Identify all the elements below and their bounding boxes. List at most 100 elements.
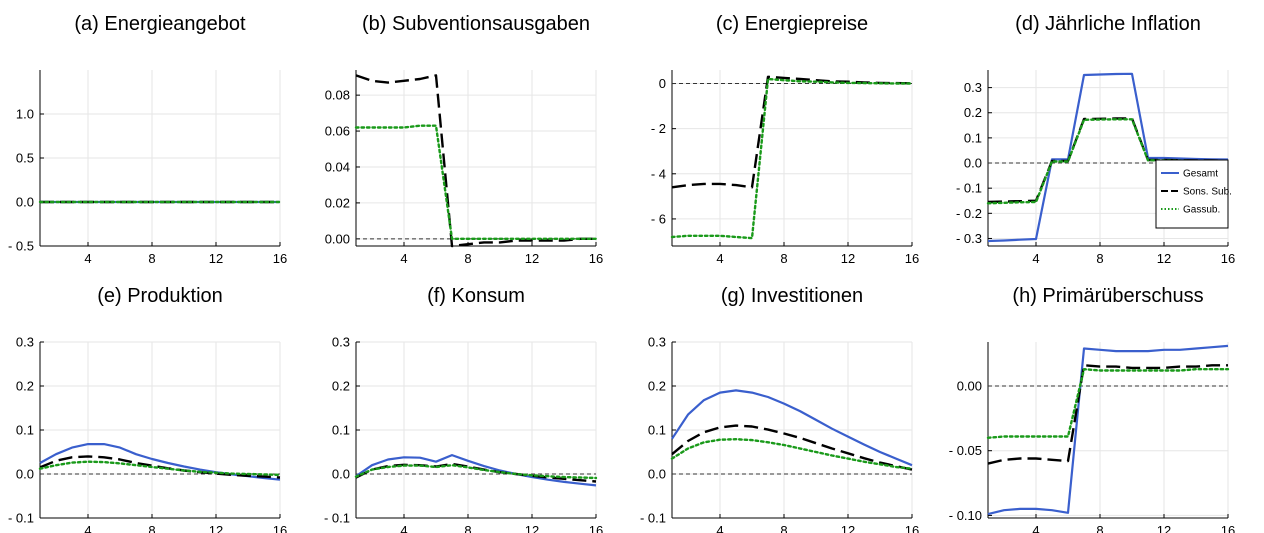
y-tick-label: 0.3	[964, 80, 982, 95]
panel-title: (g) Investitionen	[721, 285, 863, 307]
y-tick-label: 0.02	[325, 195, 350, 210]
y-tick-label: 0.3	[648, 335, 666, 350]
y-tick-label: - 2	[651, 121, 666, 136]
y-tick-label: 0.1	[648, 423, 666, 438]
y-tick-label: - 0.1	[640, 511, 666, 526]
y-tick-label: - 4	[651, 166, 666, 181]
y-tick-label: 0.0	[16, 195, 34, 210]
y-tick-label: - 0.10	[949, 508, 982, 523]
y-tick-label: 0.00	[957, 379, 982, 394]
panel-title: (f) Konsum	[427, 285, 525, 307]
series-line-gesamt	[671, 389, 913, 467]
x-tick-label: 16	[905, 523, 919, 533]
panel-4: (e) Produktion 4 8 12 16 0.3 0.2 0.1 0.0 - 0.1	[8, 285, 287, 533]
panel-3: (d) Jährliche Inflation 4 8 12 16 0.3 0.2 0.1 0.…	[956, 13, 1235, 266]
y-tick-label: - 0.1	[956, 181, 982, 196]
x-tick-label: 4	[716, 523, 723, 533]
y-tick-label: 0.1	[332, 423, 350, 438]
panel-5: (f) Konsum 4 8 12 16 0.3 0.2 0.1 0.0 - 0.1	[324, 285, 603, 533]
series-line-sons	[987, 364, 1228, 465]
x-tick-label: 16	[589, 523, 603, 533]
legend: Gesamt Sons. Sub. Gassub.	[1155, 159, 1232, 229]
x-tick-label: 12	[1157, 523, 1171, 533]
series-line-gas	[354, 464, 598, 480]
x-tick-label: 8	[1096, 251, 1103, 266]
x-tick-label: 12	[1157, 251, 1171, 266]
y-tick-label: 0.1	[964, 130, 982, 145]
y-tick-label: 0.2	[332, 379, 350, 394]
x-tick-label: 8	[780, 251, 787, 266]
x-tick-label: 16	[273, 523, 287, 533]
x-tick-label: 4	[1032, 523, 1039, 533]
legend-label-sons: Sons. Sub.	[1183, 187, 1232, 198]
series-line-gas	[670, 438, 914, 470]
y-tick-label: 0.06	[325, 124, 350, 139]
y-tick-label: - 0.3	[956, 231, 982, 246]
x-tick-label: 12	[209, 251, 223, 266]
panel-title: (e) Produktion	[97, 285, 223, 307]
panel-2: (c) Energiepreise 4 8 12 16 0 - 2 - 4 - 6	[651, 13, 919, 266]
y-tick-label: 0.04	[325, 159, 350, 174]
x-tick-label: 16	[273, 251, 287, 266]
series-line-gas	[986, 368, 1230, 439]
y-tick-label: 0.2	[16, 379, 34, 394]
legend-label-gesamt: Gesamt	[1183, 169, 1218, 180]
panel-title: (a) Energieangebot	[74, 13, 246, 35]
y-tick-label: 0.5	[16, 151, 34, 166]
x-tick-label: 4	[1032, 251, 1039, 266]
series-line-sons	[671, 424, 913, 471]
panel-title: (b) Subventionsausgaben	[362, 13, 590, 35]
y-tick-label: - 0.2	[956, 206, 982, 221]
y-tick-label: 0.0	[964, 156, 982, 171]
y-tick-label: 0.2	[648, 379, 666, 394]
y-tick-label: 0.0	[332, 467, 350, 482]
legend-box	[1155, 159, 1229, 229]
x-tick-label: 4	[400, 251, 407, 266]
x-tick-label: 12	[525, 251, 539, 266]
panel-0: (a) Energieangebot 4 8 12 16 - 0.5 0.0 0.5 1.0	[8, 13, 287, 266]
series-line-gas	[38, 460, 282, 477]
x-tick-label: 8	[148, 523, 155, 533]
legend-label-gas: Gassub.	[1183, 205, 1220, 216]
x-tick-label: 16	[589, 251, 603, 266]
series-line-gesamt	[987, 344, 1229, 516]
y-tick-label: - 0.1	[324, 511, 350, 526]
x-tick-label: 12	[841, 523, 855, 533]
y-tick-label: 1.0	[16, 107, 34, 122]
series-line-gas	[670, 77, 914, 240]
series-line-sons	[355, 74, 596, 248]
y-tick-label: 0	[659, 76, 666, 91]
series-line-sons	[671, 75, 913, 189]
y-tick-label: 0.08	[325, 88, 350, 103]
x-tick-label: 4	[84, 251, 91, 266]
y-tick-label: 0.00	[325, 231, 350, 246]
x-tick-label: 8	[780, 523, 787, 533]
x-tick-label: 16	[1221, 523, 1235, 533]
x-tick-label: 16	[905, 251, 919, 266]
y-tick-label: 0.3	[332, 335, 350, 350]
x-tick-label: 8	[464, 523, 471, 533]
panel-title: (d) Jährliche Inflation	[1015, 13, 1201, 35]
panel-title: (h) Primärüberschuss	[1012, 285, 1203, 307]
panel-7: (h) Primärüberschuss 4 8 12 16 0.00 - 0.05 - 0.…	[949, 285, 1235, 533]
x-tick-label: 8	[1096, 523, 1103, 533]
series-line-gas	[986, 118, 1230, 205]
y-tick-label: 0.3	[16, 335, 34, 350]
y-tick-label: - 0.1	[8, 511, 34, 526]
y-tick-label: - 0.05	[949, 443, 982, 458]
x-tick-label: 4	[716, 251, 723, 266]
x-tick-label: 12	[841, 251, 855, 266]
x-tick-label: 8	[464, 251, 471, 266]
x-tick-label: 4	[400, 523, 407, 533]
y-tick-label: 0.2	[964, 105, 982, 120]
x-tick-label: 4	[84, 523, 91, 533]
x-tick-label: 8	[148, 251, 155, 266]
panel-1: (b) Subventionsausgaben 4 8 12 16 0.00 0.02 0.0…	[325, 13, 604, 266]
series-line-gesamt	[987, 72, 1229, 243]
y-tick-label: 0.0	[648, 467, 666, 482]
panel-title: (c) Energiepreise	[716, 13, 868, 35]
series-line-gesamt	[355, 454, 597, 487]
y-tick-label: - 0.5	[8, 239, 34, 254]
y-tick-label: 0.1	[16, 423, 34, 438]
